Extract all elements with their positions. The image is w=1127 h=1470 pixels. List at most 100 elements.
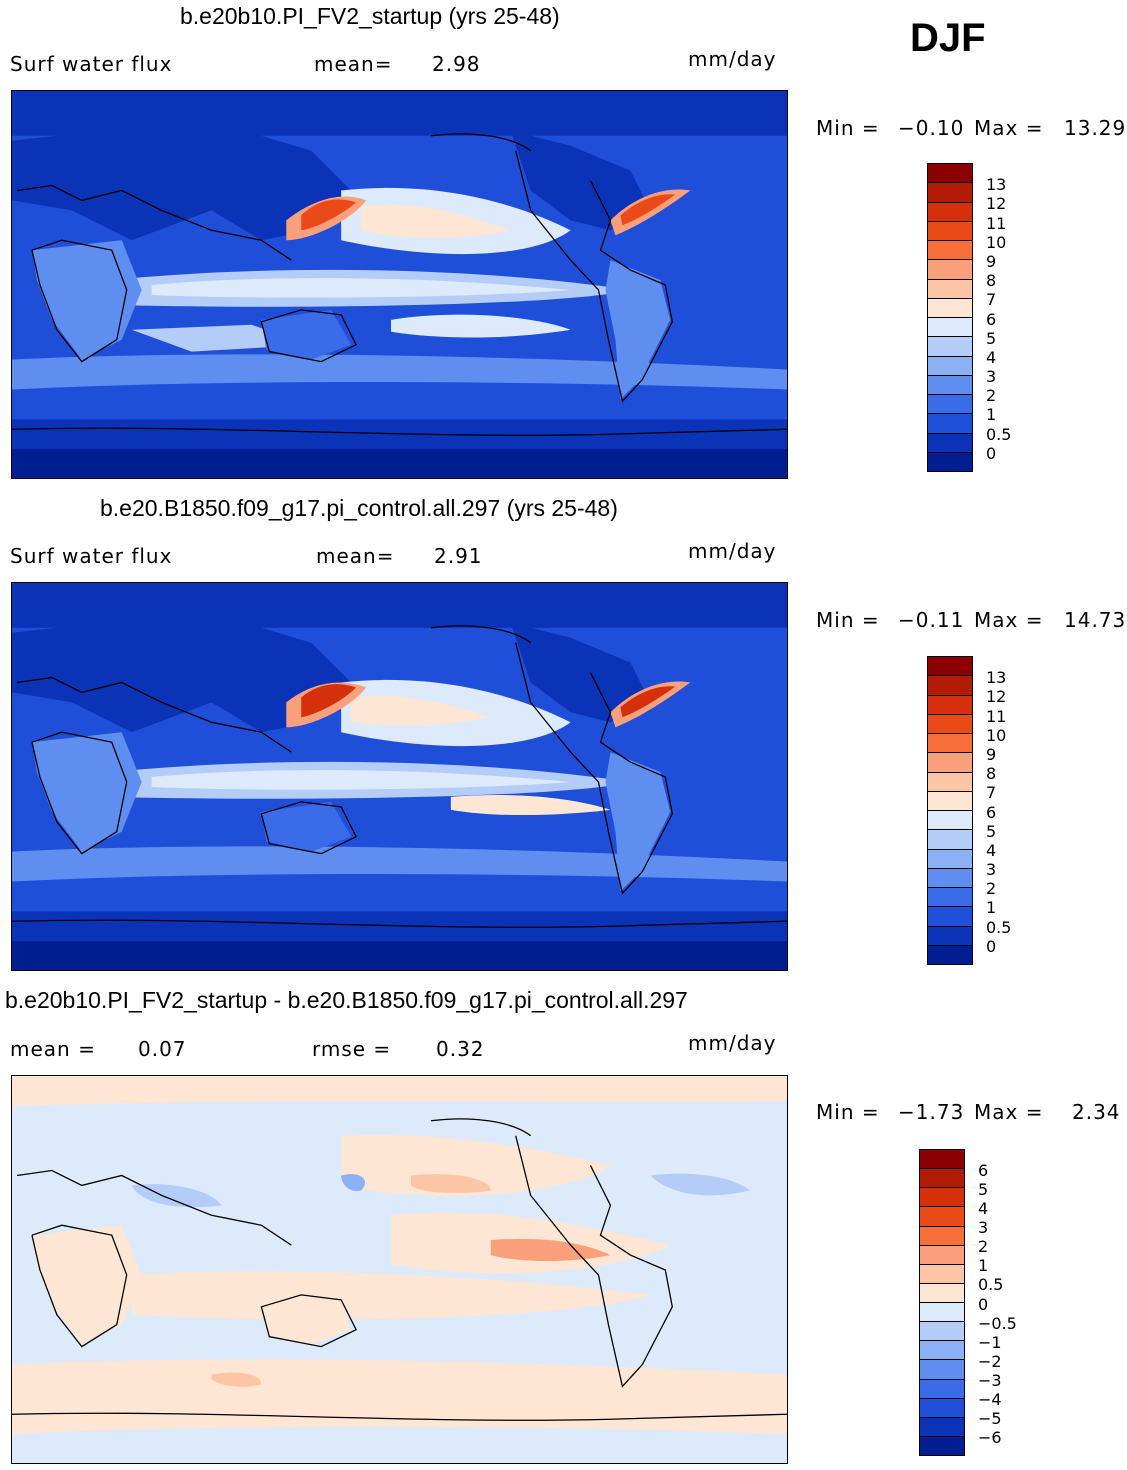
- colorbar-swatch: [928, 849, 972, 869]
- colorbar-swatch: [928, 676, 972, 696]
- colorbar-swatch: [928, 241, 972, 261]
- colorbar-label: −2: [978, 1351, 1002, 1371]
- colorbar-swatch: [920, 1245, 964, 1265]
- colorbar-swatch: [928, 907, 972, 927]
- colorbar-swatch: [928, 279, 972, 299]
- colorbar-swatch: [928, 888, 972, 908]
- panel-2-min-value: −0.11: [898, 608, 965, 632]
- panel-2-max-value: 14.73: [1064, 608, 1127, 632]
- colorbar-label: 1: [986, 405, 997, 425]
- panel-1-mean-label: mean=: [314, 52, 393, 76]
- colorbar-swatch: [920, 1226, 964, 1246]
- colorbar-swatch: [920, 1417, 964, 1437]
- panel-1-title: b.e20b10.PI_FV2_startup (yrs 25-48): [180, 3, 560, 29]
- colorbar-label: 4: [986, 840, 997, 860]
- colorbar-label: 11: [986, 213, 1007, 233]
- colorbar-label: 6: [986, 802, 997, 822]
- colorbar-swatch: [920, 1169, 964, 1189]
- colorbar-swatch: [928, 375, 972, 395]
- colorbar-swatch: [928, 202, 972, 222]
- colorbar-label: 9: [986, 744, 997, 764]
- colorbar-swatch: [928, 260, 972, 280]
- colorbar-swatch: [928, 433, 972, 453]
- season-label: DJF: [910, 16, 986, 60]
- colorbar-swatch: [928, 945, 972, 964]
- colorbar-swatch: [920, 1264, 964, 1284]
- panel-1-max-label: Max =: [974, 116, 1044, 140]
- panel-2-max-label: Max =: [974, 608, 1044, 632]
- colorbar-swatch: [920, 1150, 964, 1170]
- panel-2-mean-value: 2.91: [434, 544, 483, 568]
- panel-3-units: mm/day: [688, 1031, 777, 1055]
- colorbar-swatch: [928, 337, 972, 357]
- colorbar-swatch: [928, 657, 972, 677]
- panel-3-rmse-label: rmse =: [312, 1037, 392, 1061]
- panel-3-mean-value: 0.07: [138, 1037, 187, 1061]
- panel-2-title: b.e20.B1850.f09_g17.pi_control.all.297 (…: [100, 495, 618, 521]
- panel-3-max-value: 2.34: [1072, 1100, 1121, 1124]
- panel-3-min-label: Min =: [816, 1100, 880, 1124]
- colorbar-label: 5: [978, 1180, 989, 1200]
- colorbar-swatch: [928, 811, 972, 831]
- colorbar-swatch: [928, 772, 972, 792]
- colorbar-label: 0.5: [986, 917, 1012, 937]
- colorbar-label: 4: [978, 1199, 989, 1219]
- colorbar-label: 8: [986, 764, 997, 784]
- colorbar-swatch: [928, 414, 972, 434]
- colorbar-swatch: [920, 1360, 964, 1380]
- panel-1-mean-value: 2.98: [432, 52, 481, 76]
- colorbar-swatch: [928, 298, 972, 318]
- colorbar-label: 11: [986, 706, 1007, 726]
- colorbar-swatch: [920, 1188, 964, 1208]
- panel-1-max-value: 13.29: [1064, 116, 1127, 140]
- panel-1-min-label: Min =: [816, 116, 880, 140]
- panel-2-map: [11, 582, 788, 971]
- colorbar-swatch: [928, 221, 972, 241]
- panel-3-title: b.e20b10.PI_FV2_startup - b.e20.B1850.f0…: [5, 987, 688, 1013]
- panel-1-colorbar: [927, 163, 973, 472]
- colorbar-label: 6: [986, 309, 997, 329]
- colorbar-label: 13: [986, 668, 1007, 688]
- colorbar-label: 3: [978, 1218, 989, 1238]
- panel-1-min-value: −0.10: [898, 116, 965, 140]
- colorbar-label: 7: [986, 290, 997, 310]
- colorbar-label: 8: [986, 271, 997, 291]
- panel-3-mean-label: mean =: [10, 1037, 96, 1061]
- panel-1-map-svg: [12, 91, 787, 478]
- colorbar-swatch: [928, 318, 972, 338]
- colorbar-swatch: [928, 164, 972, 184]
- colorbar-label: 10: [986, 725, 1007, 745]
- colorbar-swatch: [928, 734, 972, 754]
- colorbar-label: 9: [986, 251, 997, 271]
- colorbar-swatch: [928, 830, 972, 850]
- colorbar-label: 0.5: [978, 1275, 1004, 1295]
- panel-3-max-label: Max =: [974, 1100, 1044, 1124]
- colorbar-label: 2: [978, 1237, 989, 1257]
- colorbar-label: 1: [986, 898, 997, 918]
- colorbar-label: −4: [978, 1389, 1002, 1409]
- colorbar-label: 0.5: [986, 424, 1012, 444]
- colorbar-swatch: [920, 1398, 964, 1418]
- panel-2-units: mm/day: [688, 539, 777, 563]
- colorbar-label: 1: [978, 1256, 989, 1276]
- colorbar-label: 7: [986, 783, 997, 803]
- panel-3-rmse-value: 0.32: [436, 1037, 485, 1061]
- colorbar-label: −1: [978, 1332, 1002, 1352]
- colorbar-label: 0: [986, 936, 997, 956]
- colorbar-label: 5: [986, 821, 997, 841]
- colorbar-label: 12: [986, 194, 1007, 214]
- colorbar-swatch: [920, 1207, 964, 1227]
- colorbar-swatch: [920, 1322, 964, 1342]
- panel-1-units: mm/day: [688, 47, 777, 71]
- colorbar-label: 3: [986, 860, 997, 880]
- colorbar-label: 5: [986, 328, 997, 348]
- colorbar-swatch: [928, 714, 972, 734]
- panel-1-map: [11, 90, 788, 479]
- colorbar-label: 13: [986, 175, 1007, 195]
- panel-2-min-label: Min =: [816, 608, 880, 632]
- panel-1-variable-label: Surf water flux: [10, 52, 173, 76]
- colorbar-label: 2: [986, 879, 997, 899]
- colorbar-swatch: [920, 1283, 964, 1303]
- colorbar-label: 10: [986, 232, 1007, 252]
- panel-2-map-svg: [12, 583, 787, 970]
